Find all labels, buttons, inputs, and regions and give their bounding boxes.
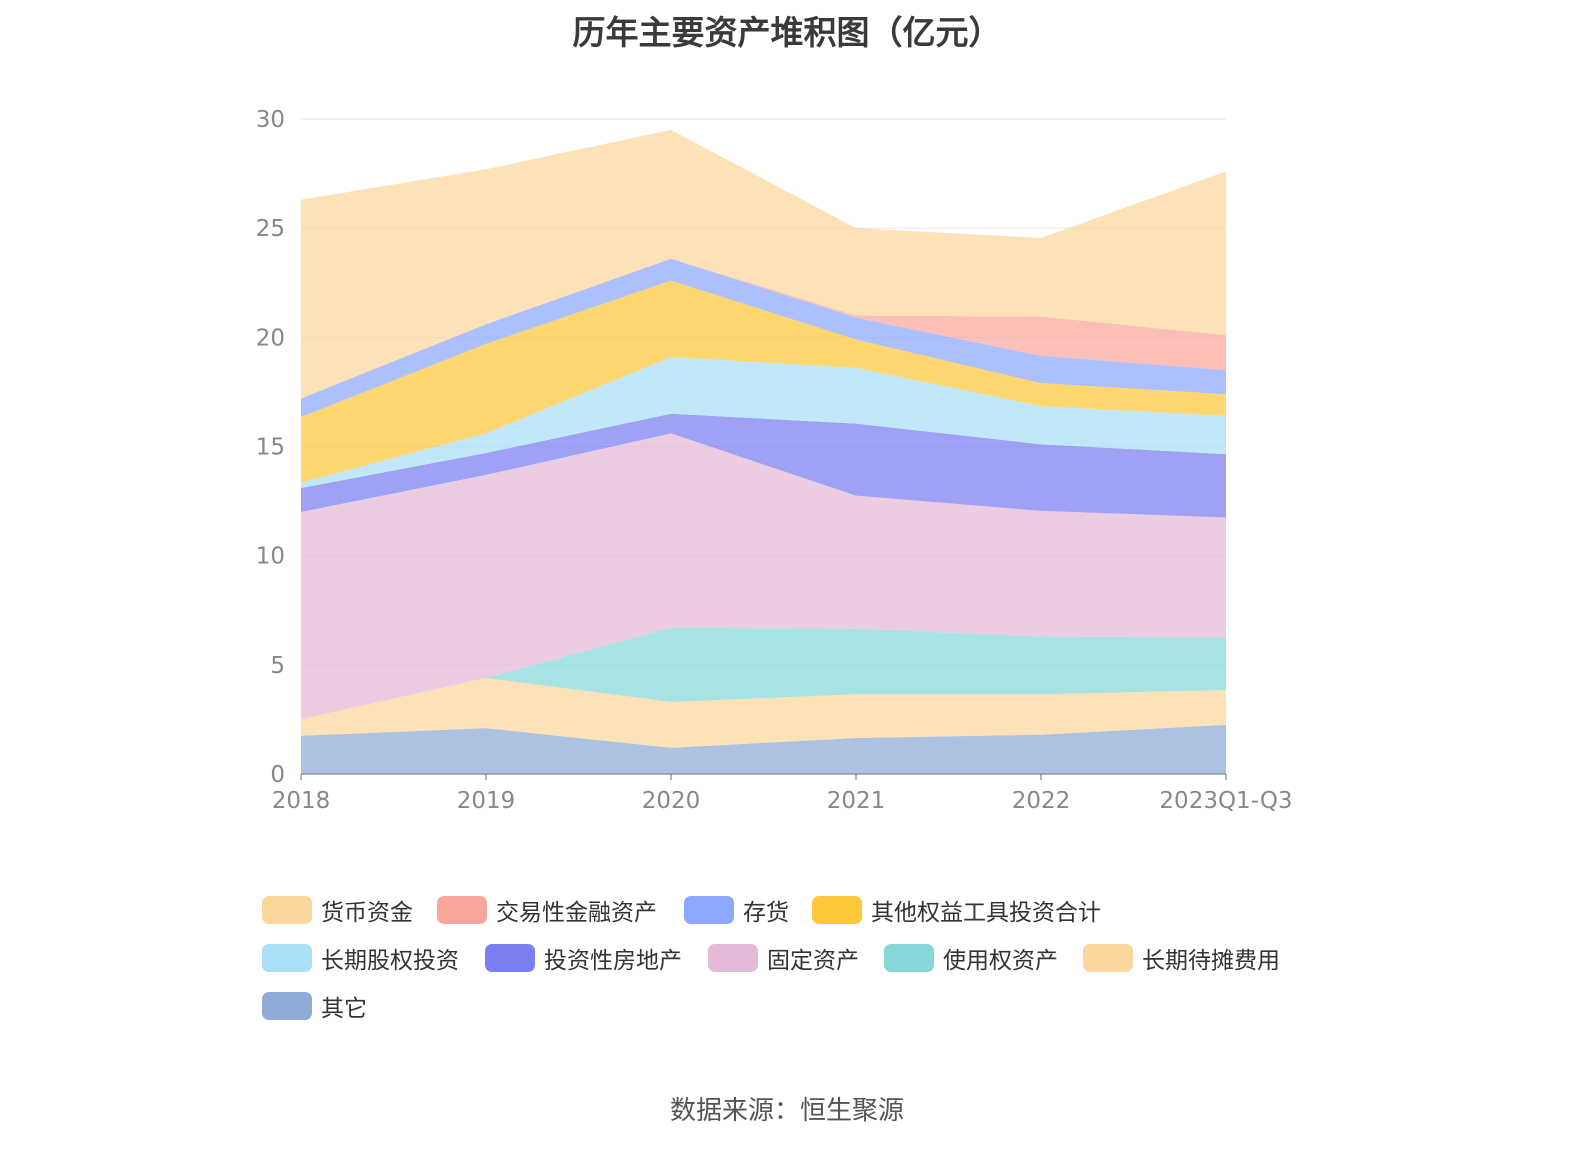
y-tick-label: 15	[256, 435, 285, 461]
stacked-area-chart: 2018 2019 2020 2021 2022 2023Q1-Q3 0 5 10 15 20 25 3…	[256, 107, 1293, 814]
legend-item[interactable]: 长期股权投资	[262, 941, 459, 975]
y-tick-label: 0	[270, 762, 285, 788]
legend-swatch	[708, 944, 758, 972]
legend-swatch	[1083, 944, 1133, 972]
x-tick-label: 2023Q1-Q3	[1159, 788, 1292, 814]
area-series[interactable]	[301, 413, 1226, 518]
area-series[interactable]	[301, 627, 1226, 720]
legend-item[interactable]: 其它	[262, 989, 367, 1023]
y-tick-label: 10	[256, 544, 285, 570]
legend-label: 存货	[743, 900, 789, 926]
area-series[interactable]	[301, 356, 1226, 488]
legend-item[interactable]: 长期待摊费用	[1083, 941, 1280, 975]
area-series[interactable]	[301, 258, 1226, 418]
legend-label: 其它	[321, 996, 367, 1022]
area-series[interactable]	[301, 724, 1226, 774]
legend-item[interactable]: 存货	[684, 893, 789, 927]
legend-item[interactable]: 交易性金融资产	[437, 893, 657, 927]
legend-item[interactable]: 固定资产	[708, 941, 859, 975]
chart-title: 历年主要资产堆积图（亿元）	[572, 13, 1002, 52]
area-series[interactable]	[301, 433, 1226, 720]
legend-swatch	[437, 896, 487, 924]
area-series[interactable]	[301, 258, 1226, 399]
legend-label: 交易性金融资产	[496, 900, 657, 926]
legend-label: 货币资金	[321, 900, 413, 926]
legend-item[interactable]: 使用权资产	[884, 941, 1058, 975]
x-tick-label: 2019	[457, 788, 516, 814]
legend-item[interactable]: 投资性房地产	[485, 941, 682, 975]
y-tick-label: 30	[256, 107, 285, 133]
y-tick-label: 20	[256, 325, 285, 351]
y-tick-label: 5	[270, 653, 285, 679]
x-tick-label: 2018	[272, 788, 331, 814]
legend-swatch	[684, 896, 734, 924]
area-series[interactable]	[301, 677, 1226, 748]
legend-swatch	[884, 944, 934, 972]
legend-swatch	[812, 896, 862, 924]
x-tick-label: 2022	[1012, 788, 1071, 814]
legend-label: 使用权资产	[943, 948, 1058, 974]
x-tick-label: 2021	[827, 788, 886, 814]
legend-item[interactable]: 其他权益工具投资合计	[812, 893, 1101, 927]
legend-swatch	[485, 944, 535, 972]
data-source: 数据来源：恒生聚源	[669, 1096, 904, 1126]
legend-label: 固定资产	[767, 948, 859, 974]
legend-swatch	[262, 992, 312, 1020]
legend-label: 其他权益工具投资合计	[871, 900, 1101, 926]
legend-label: 投资性房地产	[544, 948, 682, 974]
area-series[interactable]	[301, 129, 1226, 399]
area-series[interactable]	[301, 280, 1226, 483]
legend-label: 长期股权投资	[321, 948, 459, 974]
y-tick-label: 25	[256, 216, 285, 242]
legend-swatch	[262, 944, 312, 972]
x-tick-label: 2020	[642, 788, 701, 814]
legend-swatch	[262, 896, 312, 924]
legend-item[interactable]: 货币资金	[262, 893, 413, 927]
legend-label: 长期待摊费用	[1142, 948, 1280, 974]
